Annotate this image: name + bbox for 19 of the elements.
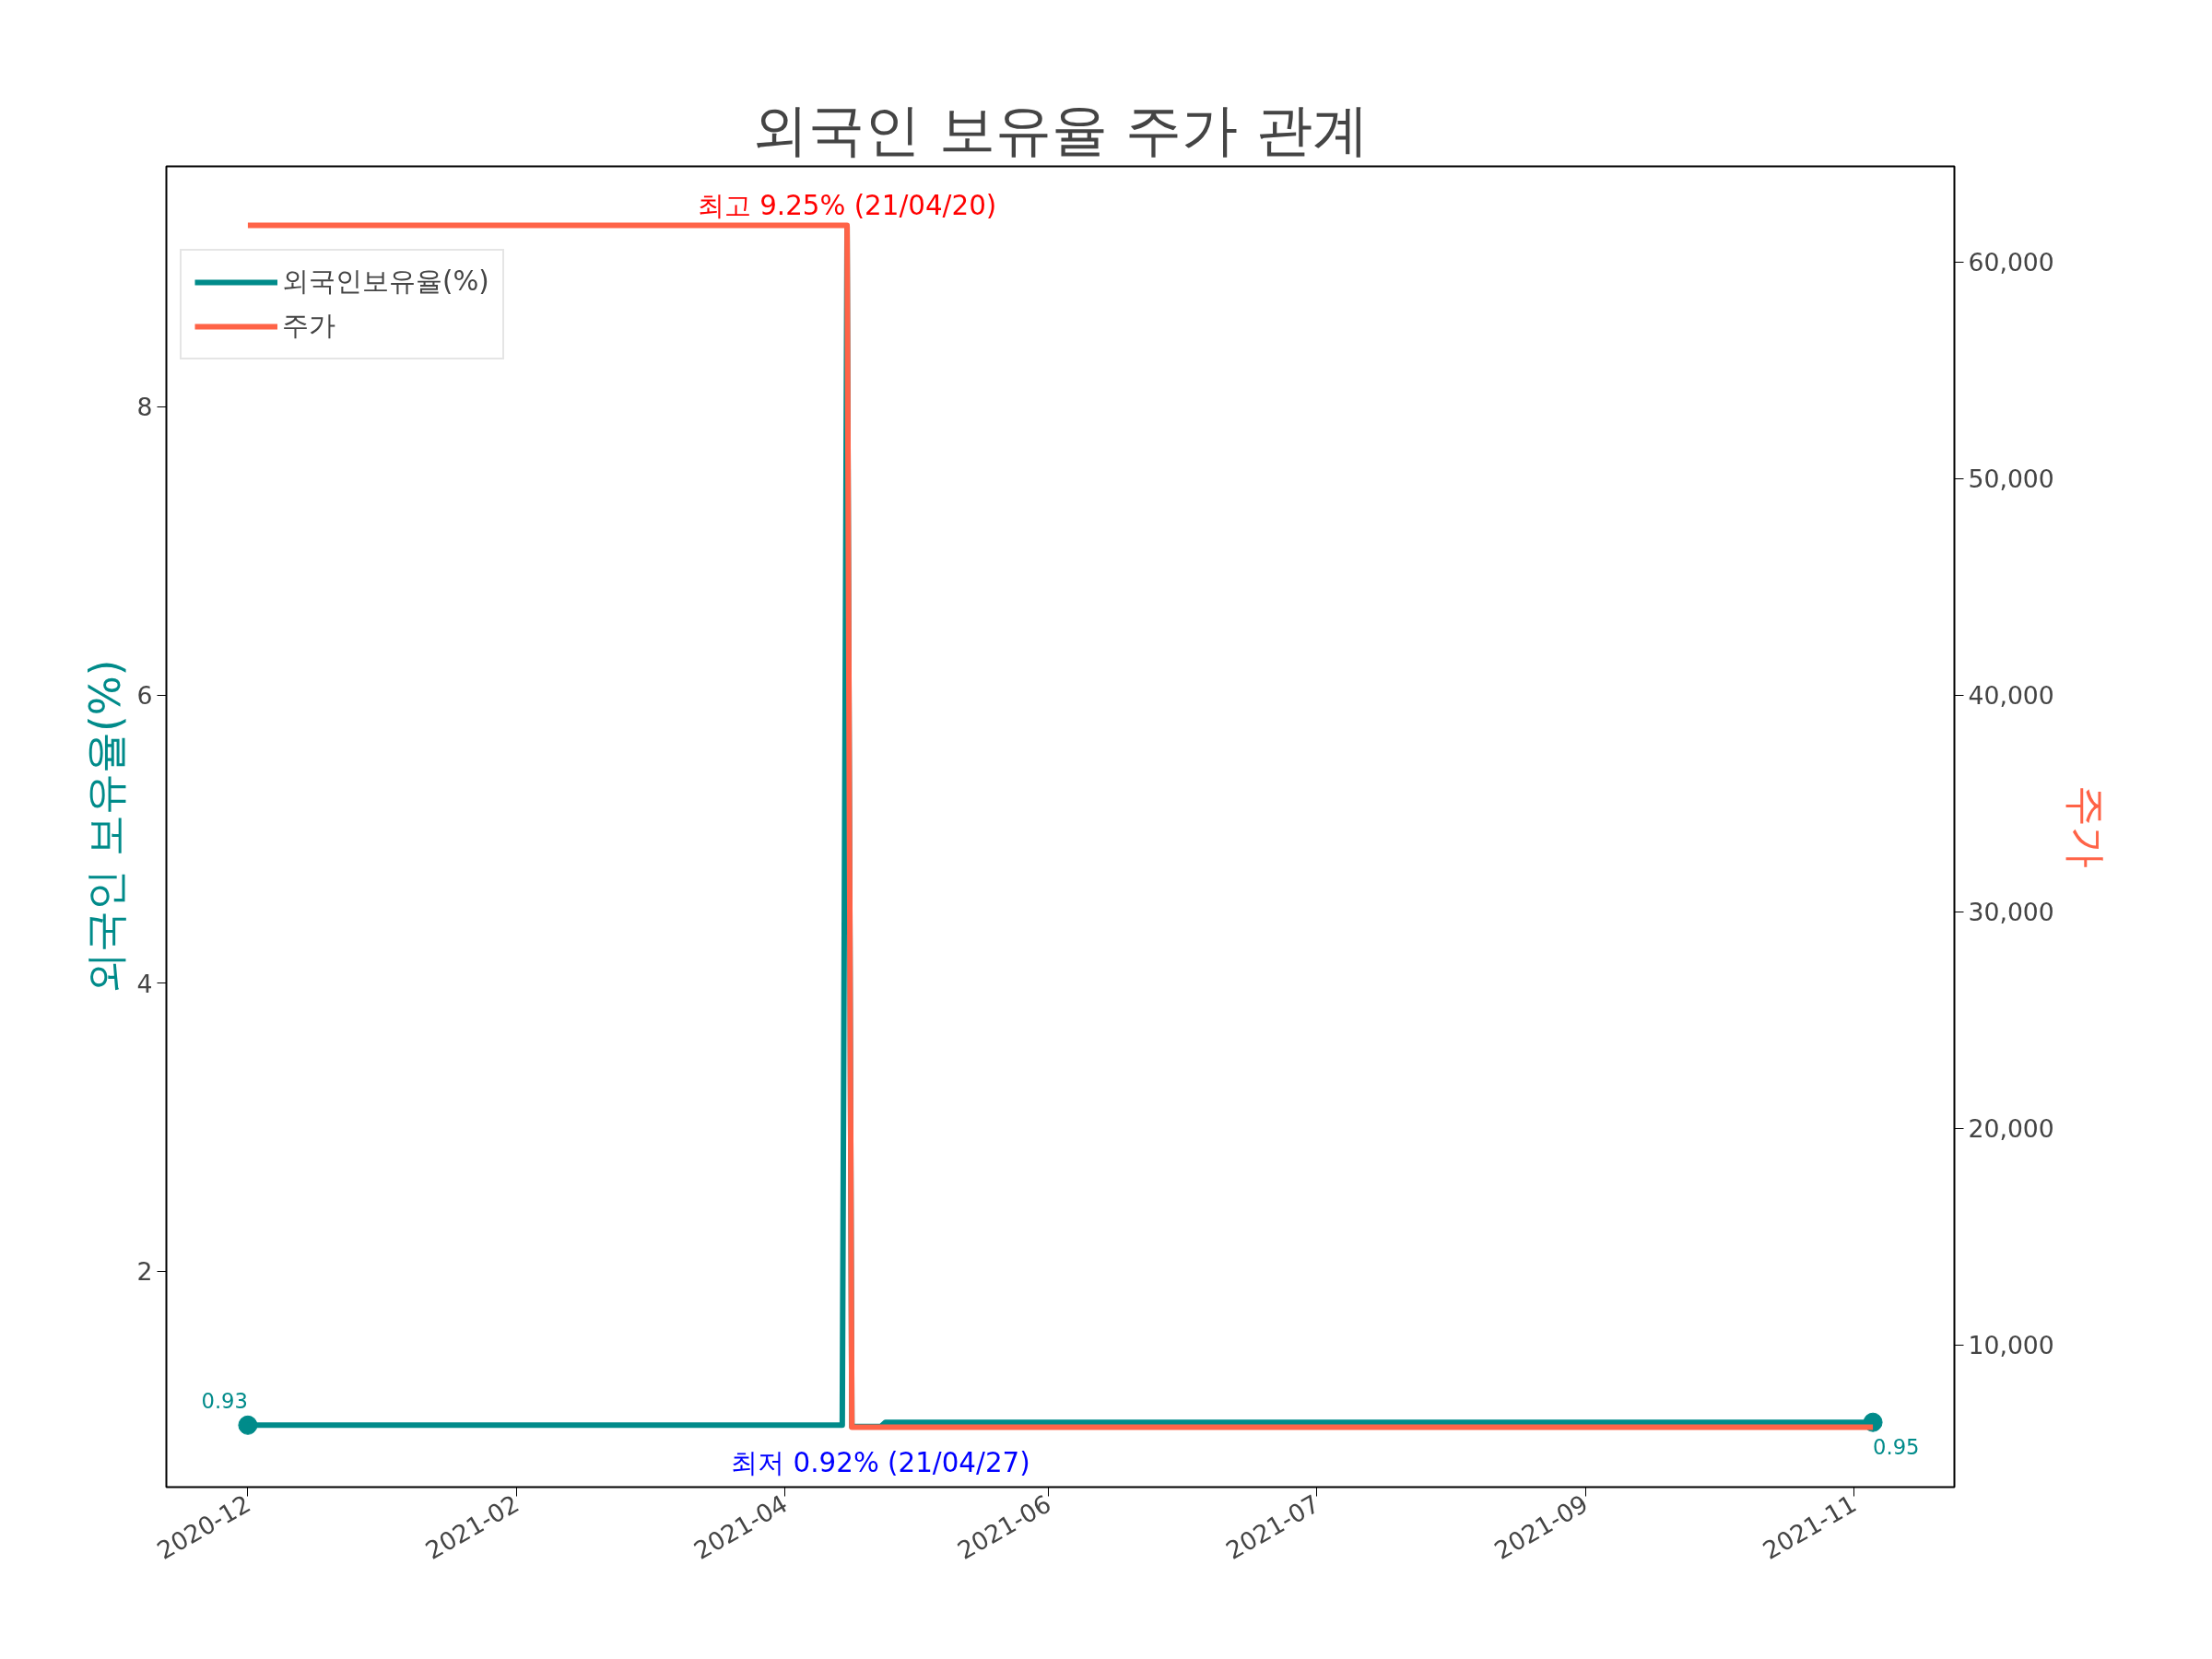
y-axis-title: 외국인 보유율(%) [80, 659, 130, 994]
y-tick-label: 2 [136, 1257, 153, 1287]
y2-tick-label: 20,000 [1968, 1114, 2054, 1144]
data-label: 0.93 [201, 1389, 248, 1414]
y-tick-label: 4 [136, 969, 153, 998]
y2-tick-label: 40,000 [1968, 681, 2054, 711]
legend-label: 외국인보유율(%) [282, 265, 489, 299]
chart-title: 외국인 보유율 주가 관계 [752, 96, 1369, 162]
legend-label: 주가 [282, 309, 335, 343]
annotation: 최저 0.92% (21/04/27) [731, 1446, 1030, 1478]
y2-axis-title: 주가 [2061, 785, 2111, 868]
data-label: 0.95 [1873, 1435, 1920, 1460]
y-tick-label: 6 [136, 681, 153, 711]
y2-tick-label: 10,000 [1968, 1331, 2054, 1360]
annotation: 최고 9.25% (21/04/20) [697, 190, 997, 222]
y2-tick-label: 50,000 [1968, 465, 2054, 494]
y2-tick-label: 60,000 [1968, 248, 2054, 277]
y-tick-label: 8 [136, 393, 153, 422]
y2-tick-label: 30,000 [1968, 898, 2054, 927]
